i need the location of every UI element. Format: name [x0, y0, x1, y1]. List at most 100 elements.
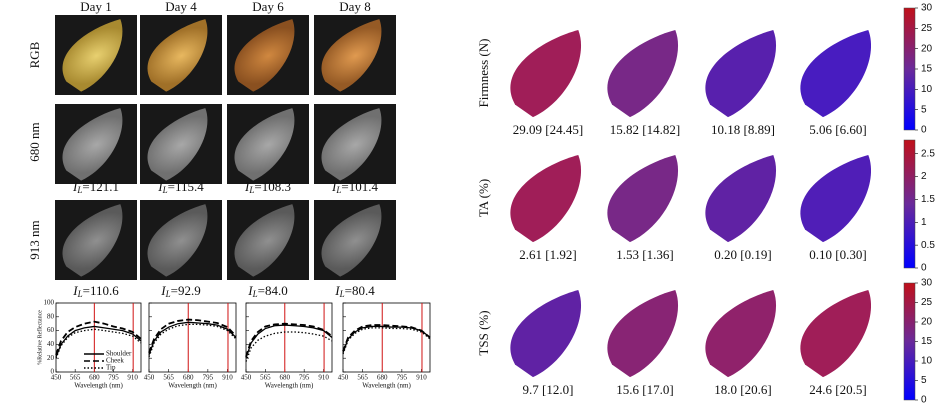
intensity-eq: =	[345, 283, 352, 298]
intensity-label: IL=84.0	[247, 283, 287, 299]
prediction-map	[607, 29, 679, 118]
y-tick-label: 80	[47, 312, 55, 320]
colorbar-tick-label: 5	[921, 104, 927, 115]
x-tick-label: 680	[280, 374, 291, 382]
map-row-label: Firmness (N)	[476, 39, 491, 108]
chart-frame	[55, 302, 142, 373]
colorbar-tick-label: 0.5	[921, 240, 935, 251]
intensity-eq: =	[82, 179, 89, 194]
fruit-image	[62, 19, 123, 92]
intensity-eq: =	[171, 283, 178, 298]
colorbar-tick-label: 25	[921, 297, 933, 308]
fruit-image	[62, 204, 123, 277]
x-axis-label: Wavelength (nm)	[362, 382, 411, 390]
map-value: 0.10 [0.30]	[809, 247, 866, 262]
colorbar-tick-label: 10	[921, 84, 933, 95]
x-tick-label: 450	[338, 374, 349, 382]
colorbar-tick-label: 2	[921, 171, 927, 182]
map-row-label: TSS (%)	[476, 310, 491, 355]
prediction-map	[510, 29, 582, 118]
spectrum-line	[148, 321, 237, 355]
x-tick-label: 795	[203, 374, 214, 382]
y-tick-label: 20	[47, 354, 55, 362]
colorbar-tick-label: 10	[921, 356, 933, 367]
intensity-value: 108.3	[262, 179, 291, 194]
prediction-map	[705, 29, 777, 118]
map-value: 15.82 [14.82]	[610, 122, 680, 137]
x-tick-label: 565	[163, 374, 174, 382]
colorbar-tick-label: 30	[921, 3, 933, 14]
intensity-eq: =	[341, 179, 348, 194]
fruit-image	[234, 108, 295, 181]
spectrum-line	[55, 320, 142, 356]
prediction-map	[705, 154, 777, 243]
intensity-subscript: L	[162, 185, 168, 195]
prediction-map	[800, 154, 872, 243]
intensity-value: 110.6	[90, 283, 119, 298]
x-tick-label: 795	[108, 374, 119, 382]
colorbar	[903, 139, 916, 269]
colorbar	[903, 282, 916, 401]
map-value: 1.53 [1.36]	[616, 247, 673, 262]
colorbar-tick-label: 30	[921, 278, 933, 289]
x-tick-label: 680	[183, 374, 194, 382]
spectrum-line	[55, 325, 142, 358]
y-tick-label: 40	[47, 340, 55, 348]
prediction-map	[800, 289, 872, 378]
y-tick-label: 0	[51, 368, 55, 376]
prediction-map	[607, 154, 679, 243]
intensity-value: 115.4	[175, 179, 204, 194]
map-value: 5.06 [6.60]	[809, 122, 866, 137]
fruit-image	[321, 204, 382, 277]
intensity-subscript: L	[76, 185, 82, 195]
spectrum-line	[55, 328, 142, 359]
x-tick-label: 450	[241, 374, 252, 382]
intensity-label: IL=108.3	[244, 179, 291, 195]
fruit-image	[147, 204, 208, 277]
intensity-value: 84.0	[265, 283, 288, 298]
intensity-subscript: L	[248, 185, 254, 195]
intensity-value: 101.4	[349, 179, 379, 194]
intensity-symbol: I	[157, 179, 163, 194]
fruit-image	[234, 19, 295, 92]
x-tick-label: 795	[397, 374, 408, 382]
intensity-label: IL=92.9	[160, 283, 200, 299]
intensity-value: 80.4	[352, 283, 375, 298]
intensity-subscript: L	[77, 289, 83, 299]
prediction-map	[510, 289, 582, 378]
prediction-map	[510, 154, 582, 243]
map-value: 29.09 [24.45]	[513, 122, 583, 137]
map-row-label: TA (%)	[476, 179, 491, 217]
intensity-eq: =	[168, 179, 175, 194]
intensity-symbol: I	[244, 179, 250, 194]
x-axis-label: Wavelength (nm)	[74, 382, 123, 390]
colorbar-tick-label: 1.5	[921, 194, 935, 205]
fruit-image	[321, 108, 382, 181]
y-tick-label: 100	[44, 299, 55, 307]
intensity-symbol: I	[160, 283, 166, 298]
row-label: 913 nm	[27, 220, 42, 259]
colorbar-tick-label: 25	[921, 23, 933, 34]
spectrum-line	[245, 322, 333, 358]
intensity-subscript: L	[339, 289, 345, 299]
column-header: Day 8	[339, 0, 370, 14]
fruit-image	[147, 108, 208, 181]
map-value: 0.20 [0.19]	[714, 247, 771, 262]
column-header: Day 1	[80, 0, 111, 14]
x-tick-label: 795	[299, 374, 310, 382]
fruit-image	[321, 19, 382, 92]
colorbar-tick-label: 15	[921, 64, 933, 75]
intensity-label: IL=80.4	[334, 283, 375, 299]
colorbar-tick-label: 20	[921, 317, 933, 328]
x-tick-label: 910	[127, 374, 138, 382]
spectrum-line	[148, 318, 237, 353]
x-tick-label: 450	[51, 374, 62, 382]
map-value: 15.6 [17.0]	[616, 382, 673, 397]
spectrum-line	[245, 331, 333, 362]
intensity-label: IL=101.4	[331, 179, 378, 195]
prediction-map	[607, 289, 679, 378]
map-value: 10.18 [8.89]	[711, 122, 775, 137]
intensity-symbol: I	[247, 283, 253, 298]
legend-label: Shoulder	[106, 350, 132, 358]
spectrum-line	[342, 327, 431, 355]
